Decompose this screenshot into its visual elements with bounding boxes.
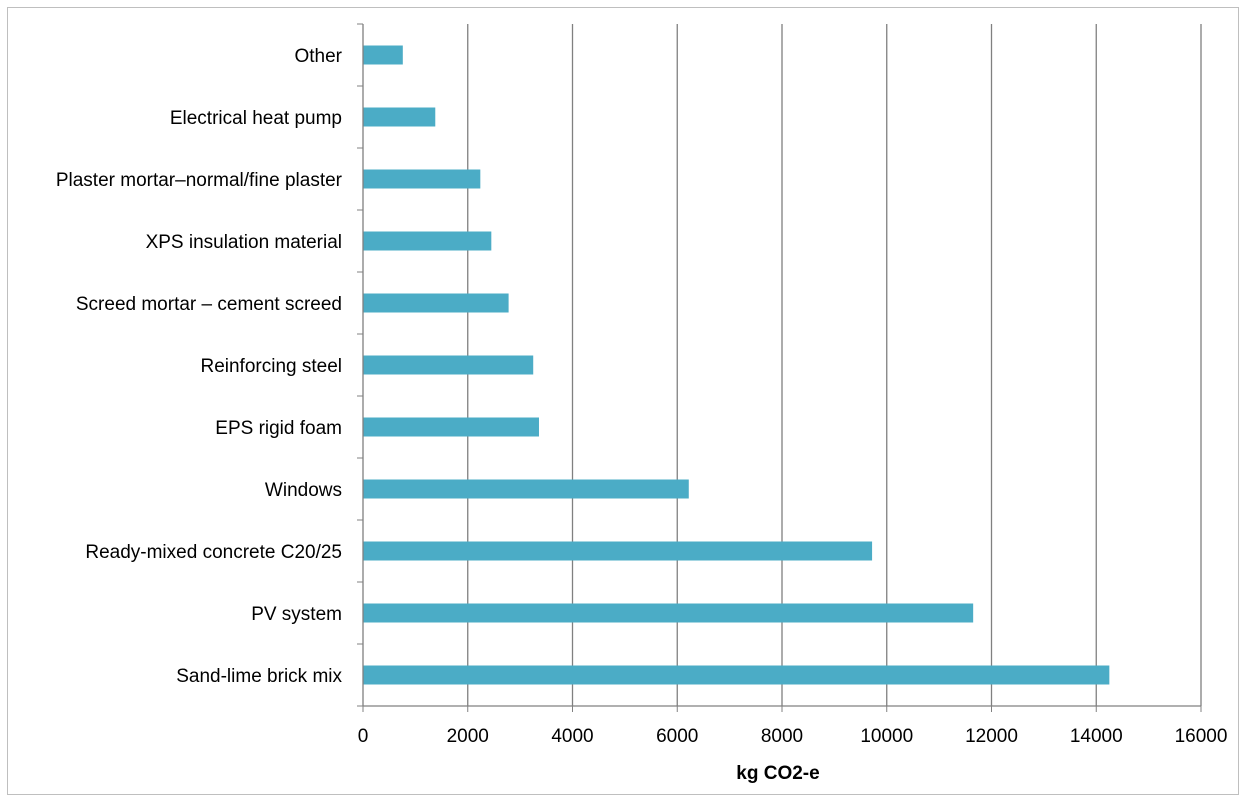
gridlines bbox=[362, 24, 1202, 712]
bar bbox=[363, 417, 539, 437]
x-tick-label: 12000 bbox=[965, 726, 1018, 747]
x-tick-label: 6000 bbox=[656, 726, 698, 747]
category-label: Sand-lime brick mix bbox=[176, 666, 342, 687]
category-label: Other bbox=[294, 46, 342, 67]
bars bbox=[363, 45, 1110, 685]
bar bbox=[363, 479, 689, 499]
bar bbox=[363, 45, 403, 65]
category-label: Electrical heat pump bbox=[170, 108, 342, 129]
category-label: EPS rigid foam bbox=[215, 418, 342, 439]
bar bbox=[363, 231, 492, 251]
category-label: Reinforcing steel bbox=[200, 356, 342, 377]
category-label: PV system bbox=[251, 604, 342, 625]
category-label: Ready-mixed concrete C20/25 bbox=[85, 542, 342, 563]
x-tick-label: 10000 bbox=[860, 726, 913, 747]
bar bbox=[363, 293, 509, 313]
category-label: Screed mortar – cement screed bbox=[76, 294, 342, 315]
x-axis-title: kg CO2-e bbox=[736, 763, 819, 784]
category-label: Plaster mortar–normal/fine plaster bbox=[56, 170, 343, 191]
tick-labels: 0 2000 4000 6000 8000 10000 12000 14000 16000 bbox=[358, 726, 1228, 747]
bar bbox=[363, 541, 873, 561]
category-label: XPS insulation material bbox=[146, 232, 342, 253]
chart-frame bbox=[7, 7, 1239, 795]
axes bbox=[357, 23, 1201, 707]
category-labels: Sand-lime brick mix PV system Ready-mixed … bbox=[56, 46, 343, 687]
bar bbox=[363, 603, 974, 623]
category-label: Windows bbox=[265, 480, 342, 501]
x-tick-label: 14000 bbox=[1070, 726, 1123, 747]
x-tick-label: 16000 bbox=[1175, 726, 1228, 747]
x-tick-label: 4000 bbox=[551, 726, 593, 747]
x-tick-label: 0 bbox=[358, 726, 369, 747]
bar bbox=[363, 355, 534, 375]
x-tick-label: 2000 bbox=[447, 726, 489, 747]
bar bbox=[363, 169, 481, 189]
bar bbox=[363, 107, 436, 127]
x-tick-label: 8000 bbox=[761, 726, 803, 747]
bar bbox=[363, 665, 1110, 685]
